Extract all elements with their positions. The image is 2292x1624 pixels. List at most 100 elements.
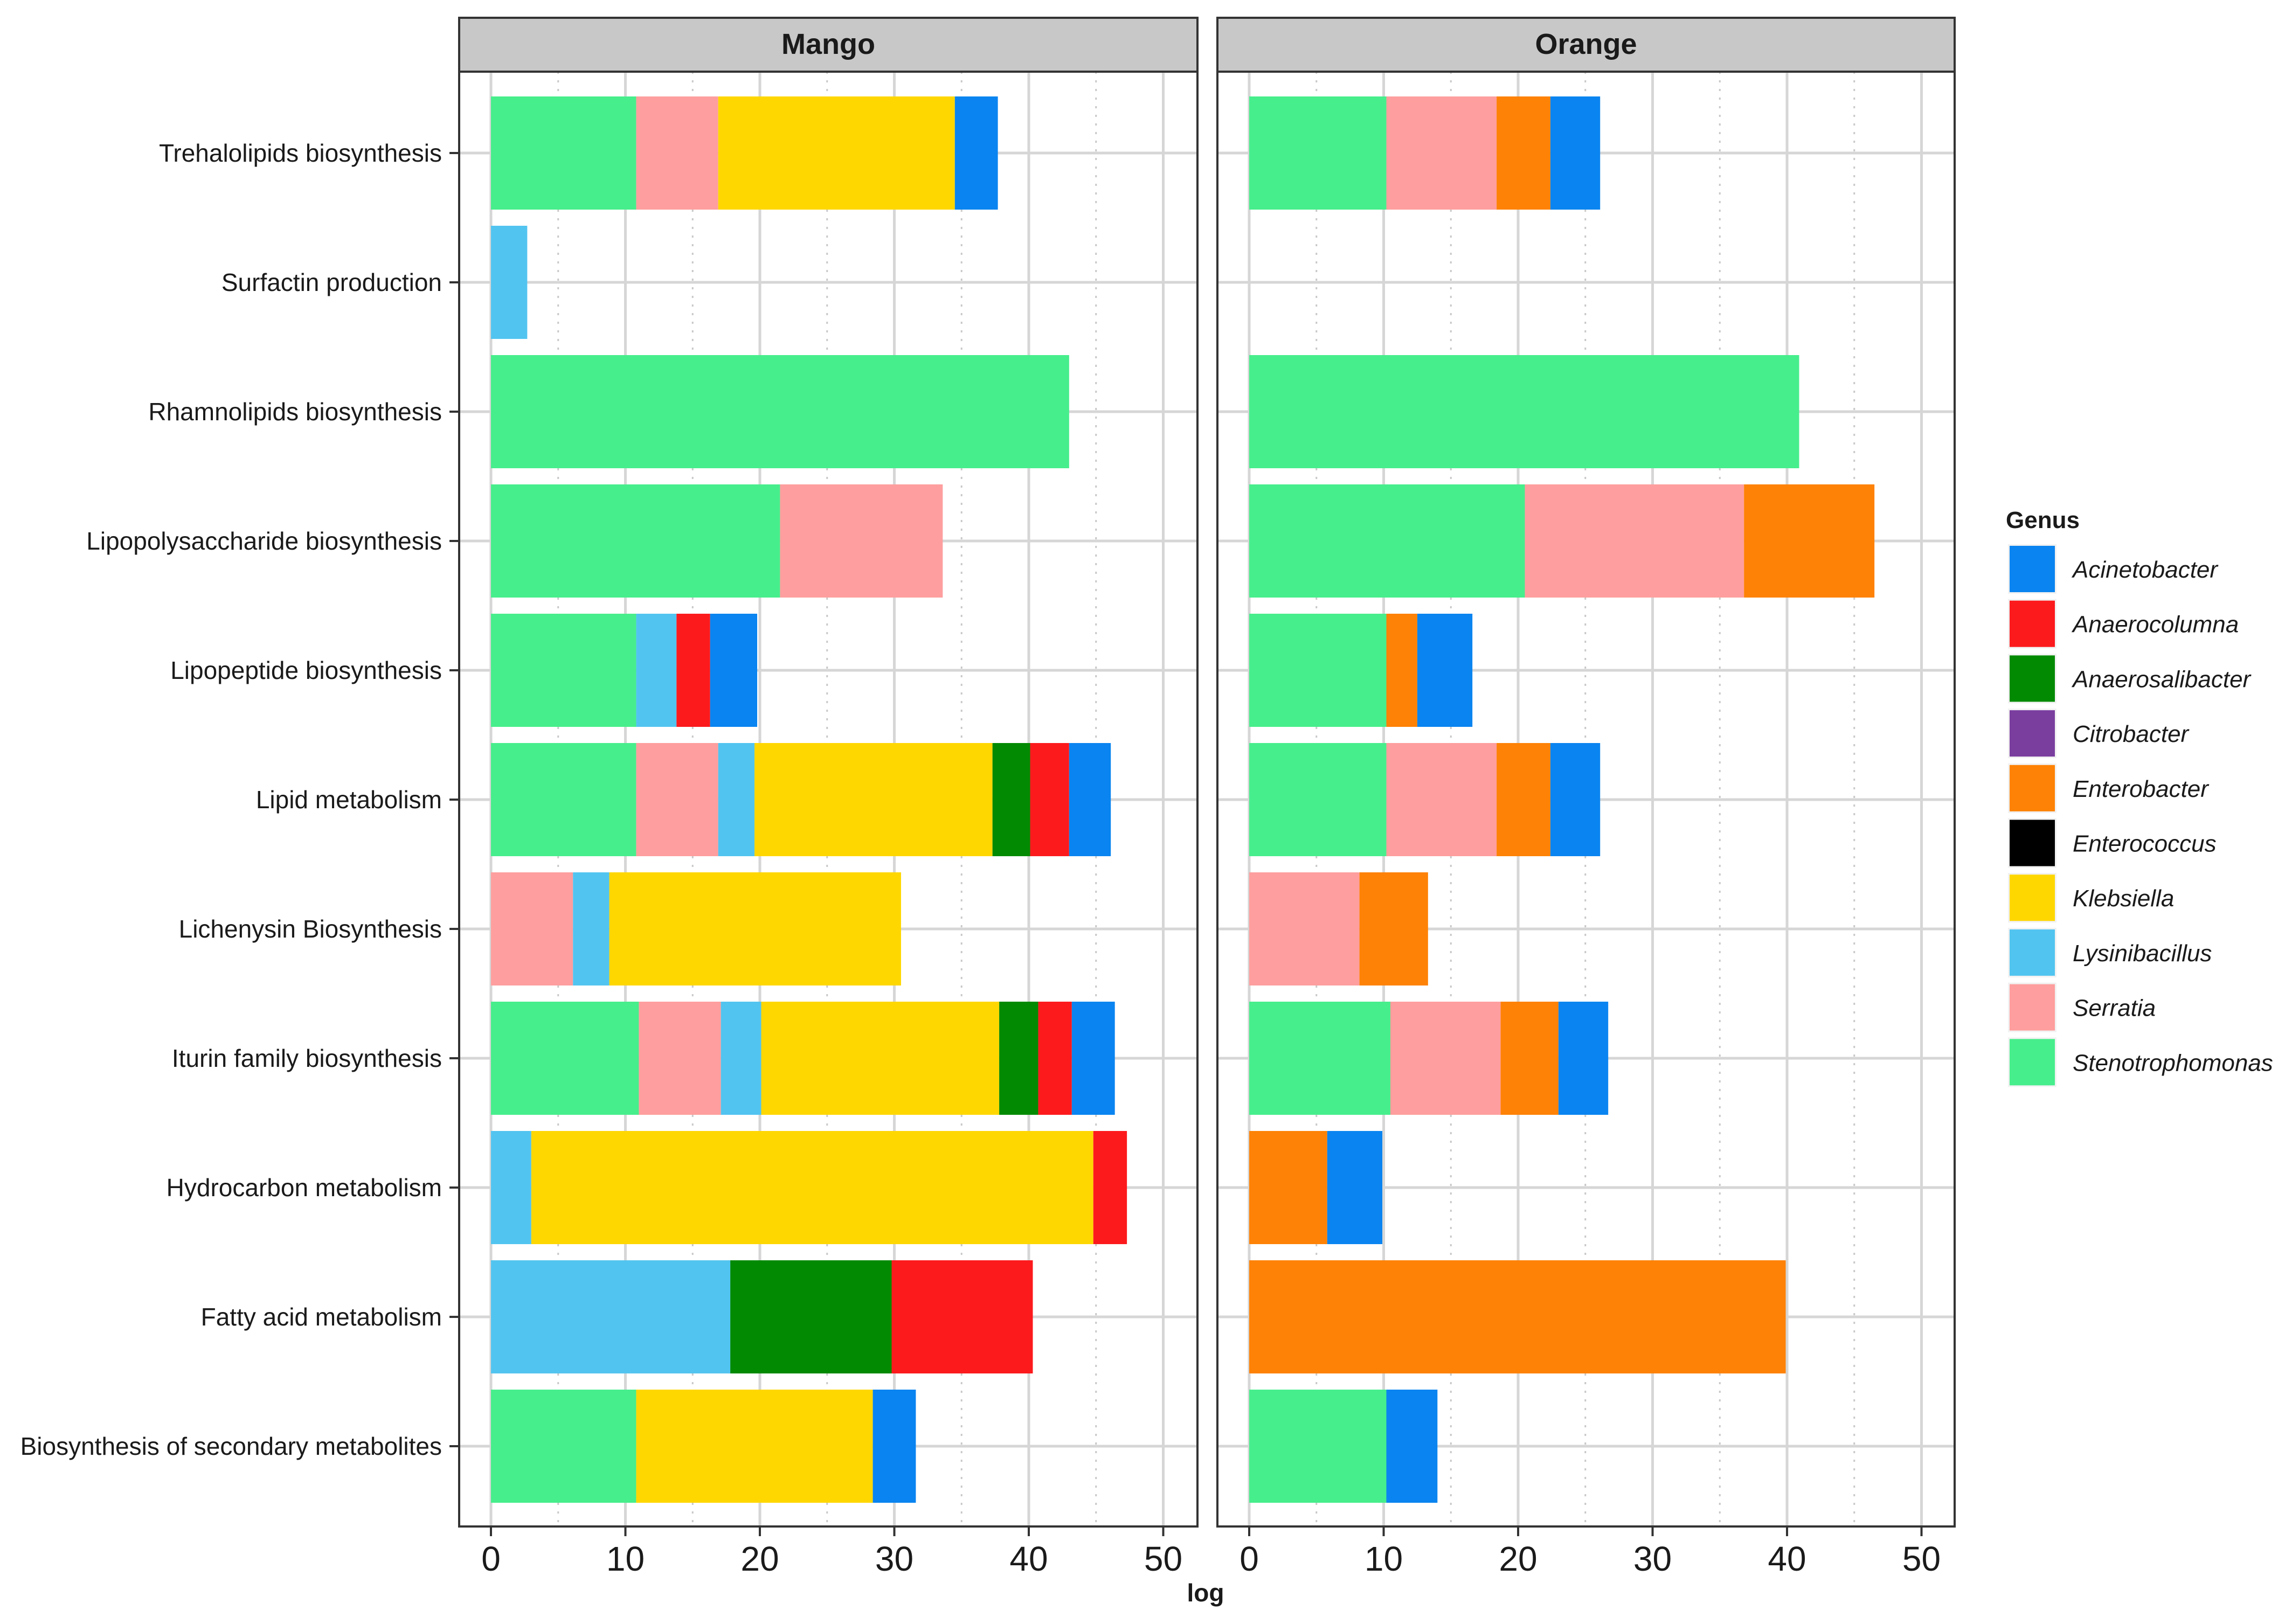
x-tick-label: 40 [1009,1539,1048,1578]
bar-segment-anaerocolumna [1038,1002,1072,1115]
category-label: Rhamnolipids biosynthesis [148,398,442,426]
bar-segment-serratia [780,484,943,598]
legend-entry: Enterococcus [2008,818,2217,868]
bar-segment-anaerosalibacter [999,1002,1038,1115]
x-tick-label: 50 [1902,1539,1941,1578]
legend-label: Klebsiella [2073,885,2174,912]
legend-entry: Enterobacter [2008,763,2210,813]
panel-title: Orange [1535,28,1637,60]
bar-segment-acinetobacter [1386,1390,1438,1503]
bar-segment-lysinibacillus [491,1131,531,1244]
bar-segment-klebsiella [718,96,955,210]
legend-swatch [2010,984,2055,1031]
legend-label: Anaerosalibacter [2071,666,2252,692]
bar-segment-stenotrophomonas [491,1002,639,1115]
x-tick-label: 30 [1633,1539,1672,1578]
bar-segment-enterobacter [1386,614,1417,727]
x-tick-label: 10 [1365,1539,1403,1578]
category-label: Surfactin production [221,268,442,296]
bar-segment-stenotrophomonas [1249,484,1525,598]
x-tick-label: 0 [1240,1539,1259,1578]
bar-segment-anaerocolumna [676,614,710,727]
legend-entry: Acinetobacter [2008,544,2219,594]
bar-segment-klebsiella [609,872,901,985]
bar-segment-lysinibacillus [718,743,755,856]
bar-segment-anaerocolumna [1030,743,1069,856]
bar-segment-acinetobacter [1071,1002,1115,1115]
legend-swatch [2010,929,2055,976]
bar-segment-enterobacter [1249,1260,1786,1373]
legend: Genus Acinetobacter Anaerocolumna Anaerosal… [2006,507,2273,1087]
bar-segment-lysinibacillus [573,872,610,985]
bar-segment-acinetobacter [1069,743,1111,856]
bar-segment-acinetobacter [710,614,758,727]
x-tick-label: 0 [481,1539,501,1578]
legend-title: Genus [2006,507,2080,533]
bar-segment-anaerocolumna [891,1260,1033,1373]
bar-segment-stenotrophomonas [1249,96,1387,210]
panel-orange: Orange 0 10 20 30 40 50 [1216,17,1956,1578]
legend-swatch [2010,875,2055,921]
bar-segment-stenotrophomonas [491,96,636,210]
bar-segment-enterobacter [1359,872,1428,985]
bar-segment-serratia [636,743,718,856]
legend-entry: Anaerosalibacter [2008,654,2252,704]
bar-segment-serratia [491,872,573,985]
bar-segment-stenotrophomonas [1249,1002,1390,1115]
category-label: Biosynthesis of secondary metabolites [20,1432,442,1460]
legend-entry: Serratia [2008,982,2156,1032]
legend-swatch [2010,1039,2055,1086]
bar-segment-serratia [1386,96,1497,210]
x-tick-label: 20 [740,1539,779,1578]
x-tick-label: 20 [1499,1539,1537,1578]
legend-entry: Lysinibacillus [2008,927,2212,977]
bar-segment-enterobacter [1500,1002,1559,1115]
panel-strip [1216,17,1956,73]
category-label: Lipid metabolism [256,786,442,814]
legend-label: Stenotrophomonas [2073,1050,2273,1076]
category-label: Trehalolipids biosynthesis [159,139,442,167]
bar-segment-acinetobacter [1327,1131,1383,1244]
bar-segment-stenotrophomonas [491,743,636,856]
bar-segment-serratia [1390,1002,1501,1115]
bar-segment-klebsiella [754,743,993,856]
bar-segment-stenotrophomonas [491,1390,636,1503]
legend-entry: Citrobacter [2008,709,2190,759]
bar-segment-stenotrophomonas [491,484,780,598]
bar-segment-acinetobacter [1417,614,1473,727]
legend-label: Lysinibacillus [2073,940,2212,967]
legend-swatch [2010,765,2055,811]
bar-segment-enterobacter [1497,743,1550,856]
bar-segment-stenotrophomonas [491,614,636,727]
legend-label: Enterobacter [2073,776,2210,802]
legend-label: Acinetobacter [2071,557,2219,583]
legend-entry: Anaerocolumna [2008,599,2239,649]
bar-segment-serratia [1386,743,1497,856]
legend-entry: Stenotrophomonas [2008,1037,2273,1087]
x-tick-label: 10 [606,1539,645,1578]
panel-mango: Mango 0 10 20 30 40 50 [458,17,1199,1578]
legend-label: Enterococcus [2073,831,2217,857]
chart-panels: Mango 0 10 20 30 40 50 Orange 0 10 20 30 40 50 [458,17,1956,1578]
panel-strip [458,17,1199,73]
bar-segment-acinetobacter [1558,1002,1609,1115]
bar-segment-stenotrophomonas [1249,743,1387,856]
legend-swatch [2010,710,2055,757]
bar-segment-serratia [1525,484,1744,598]
category-label: Iturin family biosynthesis [172,1044,442,1072]
category-label: Fatty acid metabolism [201,1303,442,1331]
category-label: Lipopeptide biosynthesis [170,656,442,684]
legend-swatch [2010,820,2055,866]
legend-swatch [2010,546,2055,592]
bar-segment-stenotrophomonas [1249,614,1387,727]
category-label: Hydrocarbon metabolism [167,1174,442,1202]
bar-segment-lysinibacillus [491,226,528,339]
bar-segment-enterobacter [1497,96,1550,210]
bar-segment-stenotrophomonas [1249,355,1799,468]
legend-swatch [2010,655,2055,702]
x-axis-label: log [1187,1579,1224,1607]
bar-segment-acinetobacter [1550,743,1601,856]
bar-segment-lysinibacillus [721,1002,761,1115]
bar-segment-klebsiella [636,1390,873,1503]
